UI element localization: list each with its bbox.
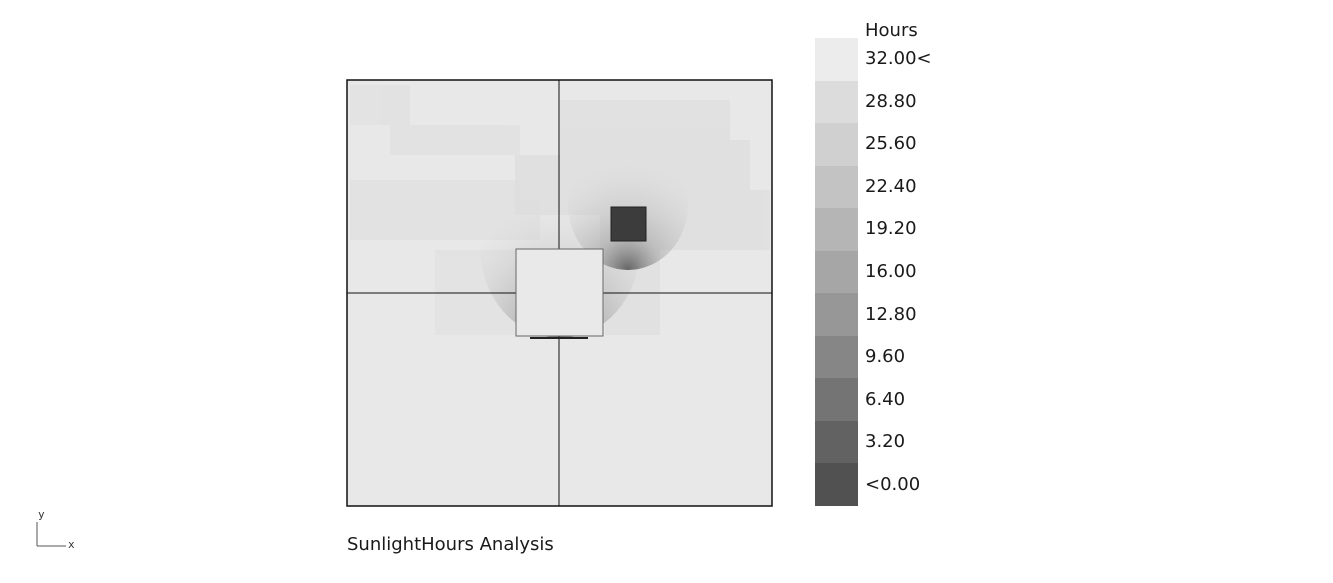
legend-color-bar bbox=[815, 38, 858, 507]
legend-swatch bbox=[815, 463, 858, 507]
legend-swatch bbox=[815, 420, 858, 464]
legend-swatch bbox=[815, 208, 858, 252]
legend-label: 6.40 bbox=[865, 388, 906, 410]
axis-lines-icon bbox=[36, 522, 66, 547]
legend-label: 32.00< bbox=[865, 48, 932, 70]
legend-label: 12.80 bbox=[865, 303, 917, 325]
legend-label: 16.00 bbox=[865, 261, 917, 282]
legend-swatch bbox=[815, 80, 858, 124]
legend-swatch bbox=[815, 123, 858, 167]
legend-label: 22.40 bbox=[865, 175, 917, 197]
legend-swatch bbox=[815, 293, 858, 337]
legend-label: 9.60 bbox=[865, 346, 906, 368]
legend-label: 3.20 bbox=[865, 431, 906, 453]
legend-label: 25.60 bbox=[865, 133, 917, 155]
building-small[interactable] bbox=[610, 206, 647, 242]
legend-title: Hours bbox=[865, 20, 918, 41]
shadow-halo-small bbox=[568, 140, 688, 270]
legend-label: 28.80 bbox=[865, 90, 917, 112]
axis-y-label: y bbox=[38, 508, 45, 521]
axis-x-label: x bbox=[68, 538, 75, 551]
legend-swatch bbox=[815, 250, 858, 294]
legend-swatch bbox=[815, 378, 858, 422]
legend-swatch bbox=[815, 38, 858, 82]
legend-label: 19.20 bbox=[865, 218, 917, 240]
analysis-caption: SunlightHours Analysis bbox=[347, 534, 554, 555]
legend-swatch bbox=[815, 335, 858, 379]
building-large[interactable] bbox=[515, 248, 604, 339]
legend-label: <0.00 bbox=[865, 473, 921, 495]
axis-gizmo: y x bbox=[30, 508, 80, 553]
legend-swatch bbox=[815, 165, 858, 209]
